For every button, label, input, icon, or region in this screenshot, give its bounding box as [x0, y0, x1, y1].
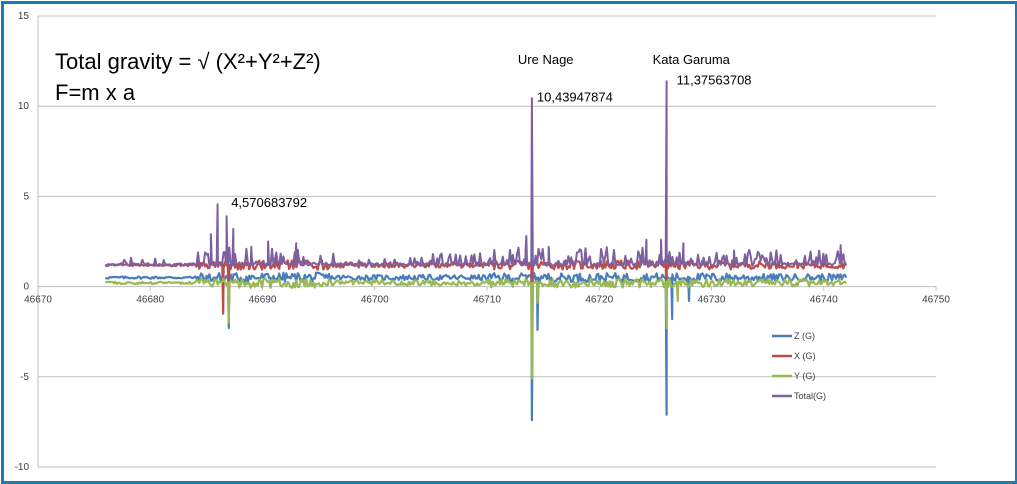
formula-force: F=m x a — [55, 80, 136, 105]
series-line-3 — [104, 277, 848, 380]
x-tick-label: 46690 — [249, 295, 277, 306]
x-tick-label: 46750 — [922, 295, 950, 306]
y-tick-label: 5 — [23, 191, 29, 202]
series-line-4 — [105, 80, 847, 267]
annotation-label: 11,37563708 — [677, 72, 752, 87]
annotation-label: 10,43947874 — [537, 89, 613, 104]
series-lines — [104, 80, 848, 422]
x-tick-label: 46700 — [361, 295, 389, 306]
legend-label: X (G) — [794, 351, 816, 361]
series-line-2 — [104, 258, 848, 322]
y-tick-label: 0 — [23, 282, 29, 293]
x-tick-label: 46670 — [24, 295, 52, 306]
x-tick-label: 46730 — [698, 295, 726, 306]
x-tick-label: 46720 — [585, 295, 613, 306]
annotation-label: Kata Garuma — [653, 52, 731, 67]
y-tick-label: -5 — [20, 372, 29, 383]
annotation-label: 4,570683792 — [231, 195, 307, 210]
y-tick-label: 10 — [18, 101, 30, 112]
legend-label: Z (G) — [794, 331, 815, 341]
chart-legend: Z (G) X (G) Y (G) Total(G) — [772, 331, 826, 401]
legend-label: Y (G) — [794, 371, 815, 381]
y-axis-tick-labels: 15 10 5 0 -5 -10 — [15, 11, 30, 473]
annotations: Ure Nage Kata Garuma 4,570683792 10,4394787… — [231, 52, 751, 210]
formula-total-gravity: Total gravity = √ (X²+Y²+Z²) — [55, 49, 321, 74]
x-tick-label: 46740 — [810, 295, 838, 306]
x-tick-label: 46710 — [473, 295, 501, 306]
y-tick-label: -10 — [15, 462, 30, 473]
x-axis-tick-labels: 46670 46680 46690 46700 46710 46720 46730 46740… — [24, 286, 950, 306]
legend-label: Total(G) — [794, 391, 826, 401]
annotation-label: Ure Nage — [518, 52, 574, 67]
grid-lines — [37, 15, 936, 468]
x-tick-label: 46680 — [136, 295, 164, 306]
y-tick-label: 15 — [18, 11, 30, 22]
